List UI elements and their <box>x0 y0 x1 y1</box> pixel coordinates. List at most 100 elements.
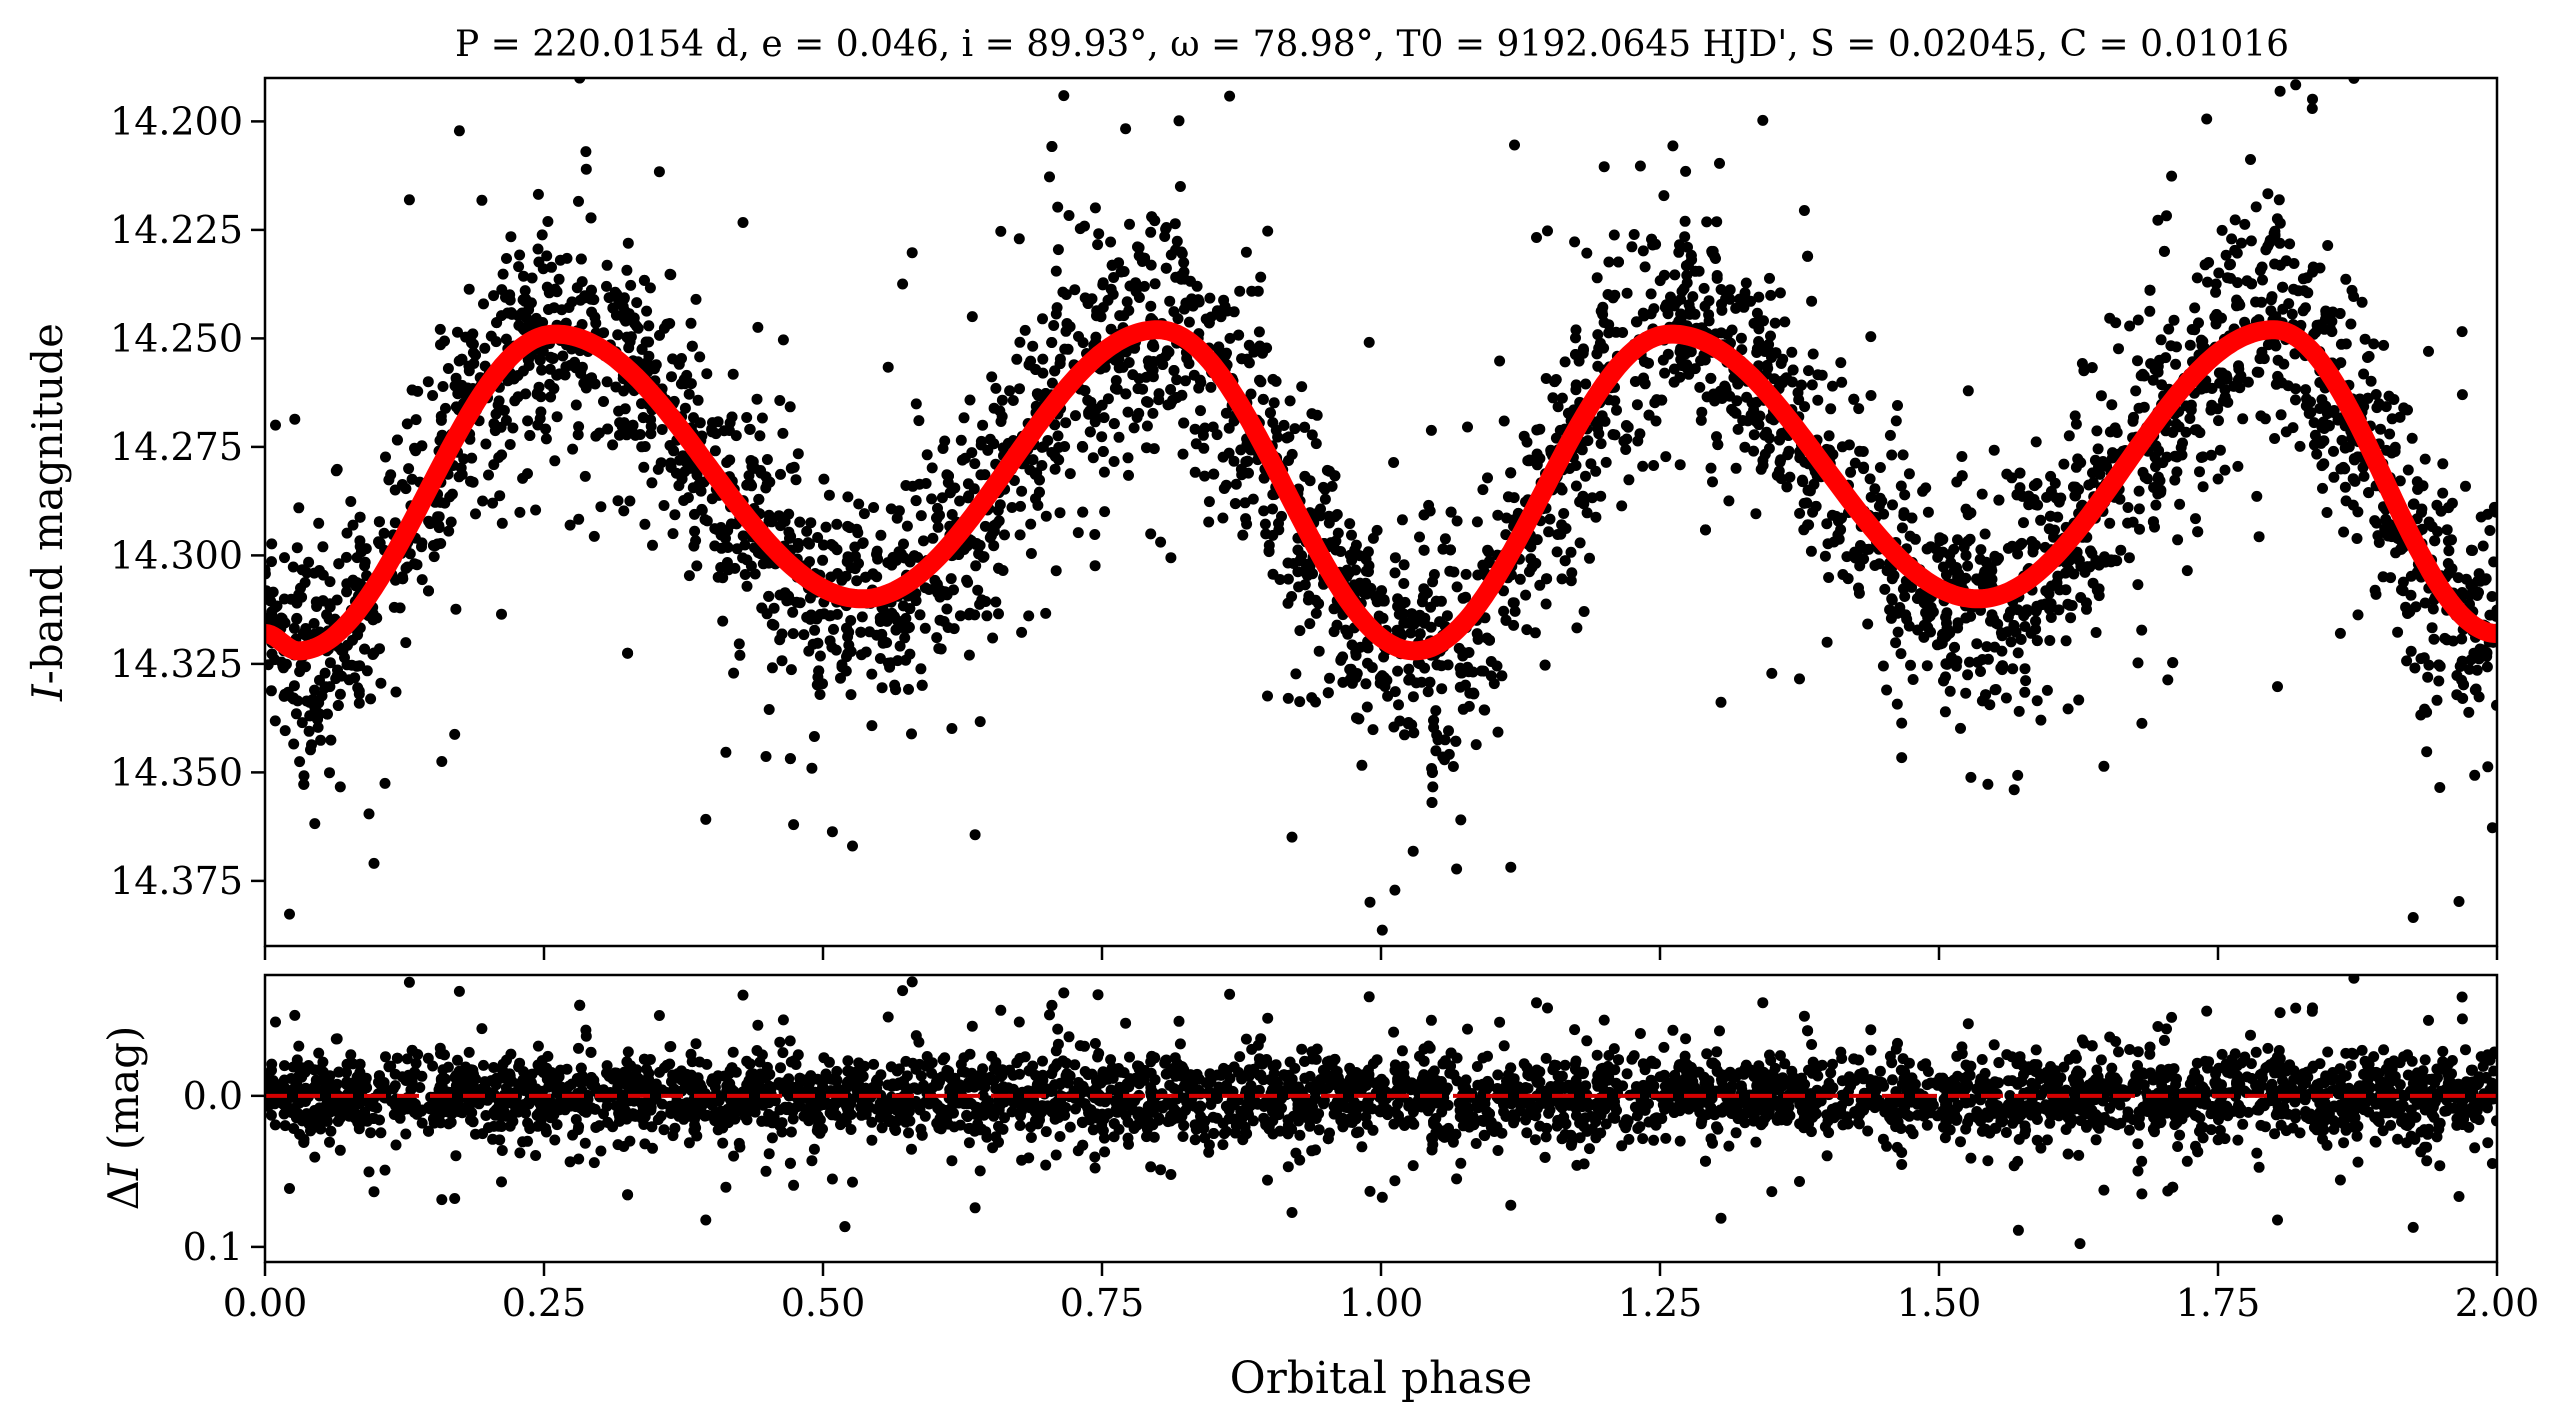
light-curve-point <box>808 731 820 742</box>
light-curve-point <box>2326 326 2338 338</box>
light-curve-point <box>1703 295 1715 307</box>
light-curve-point <box>1949 641 1960 653</box>
light-curve-point <box>1027 340 1039 352</box>
light-curve-point <box>1812 394 1824 406</box>
light-curve-point <box>866 720 878 732</box>
light-curve-point <box>2170 358 2182 370</box>
light-curve-point <box>1782 449 1794 461</box>
residual-point <box>760 1165 772 1177</box>
light-curve-point <box>1393 699 1404 711</box>
light-curve-point <box>1077 337 1089 349</box>
light-curve-point <box>1971 573 1982 585</box>
light-curve-point <box>1775 358 1787 369</box>
light-curve-point <box>1592 329 1604 341</box>
light-curve-point <box>2035 714 2047 726</box>
light-curve-point <box>541 250 553 262</box>
light-curve-point <box>1816 369 1828 381</box>
light-curve-point <box>641 305 653 317</box>
light-curve-point <box>1582 435 1594 447</box>
light-curve-point <box>501 253 512 264</box>
light-curve-point <box>1981 641 1993 653</box>
light-curve-point <box>444 491 456 503</box>
light-curve-point <box>607 439 619 451</box>
light-curve-point <box>2253 531 2265 543</box>
light-curve-point <box>699 514 711 526</box>
light-curve-point <box>613 405 625 417</box>
light-curve-point <box>1177 448 1189 460</box>
light-curve-point <box>2290 383 2302 395</box>
light-curve-point <box>1806 295 1818 307</box>
light-curve-point <box>1149 215 1161 227</box>
light-curve-point <box>876 628 888 640</box>
light-curve-point <box>2307 261 2319 273</box>
light-curve-point <box>1171 374 1183 386</box>
light-curve-point <box>534 354 546 366</box>
light-curve-point <box>1204 292 1216 304</box>
light-curve-point <box>2019 686 2031 698</box>
light-curve-point <box>774 395 786 406</box>
light-curve-point <box>1090 403 1102 415</box>
light-curve-point <box>946 723 958 734</box>
light-curve-point <box>864 626 876 638</box>
light-curve-point <box>1302 594 1314 606</box>
light-curve-point <box>2284 238 2296 250</box>
light-curve-point <box>2273 194 2285 206</box>
light-curve-point <box>601 376 613 388</box>
light-curve-point <box>1063 210 1075 221</box>
light-curve-point <box>1437 543 1449 555</box>
light-curve-point <box>1556 519 1568 531</box>
light-curve-point <box>1757 114 1769 126</box>
light-curve-point <box>853 558 864 569</box>
residual-point <box>1286 1207 1298 1218</box>
light-curve-point <box>751 393 763 405</box>
light-curve-point <box>1598 317 1610 328</box>
light-curve-point <box>304 710 316 722</box>
light-curve-point <box>2132 657 2144 669</box>
light-curve-point <box>514 249 526 261</box>
light-curve-point <box>761 478 773 490</box>
light-curve-point <box>805 609 817 621</box>
light-curve-point <box>2335 338 2347 350</box>
light-curve-point <box>1189 466 1201 478</box>
light-curve-point <box>653 166 665 178</box>
light-curve-point <box>2229 214 2241 226</box>
light-curve-point <box>458 453 470 465</box>
light-curve-point <box>709 445 721 457</box>
light-curve-point <box>2086 362 2098 374</box>
light-curve-point <box>1046 337 1058 348</box>
light-curve-point <box>432 511 444 523</box>
light-curve-point <box>2090 627 2102 638</box>
light-curve-point <box>1765 330 1776 342</box>
light-curve-point <box>1925 541 1937 553</box>
light-curve-point <box>855 626 867 638</box>
light-curve-point <box>1534 579 1546 591</box>
light-curve-point <box>2089 454 2101 466</box>
light-curve-point <box>1228 415 1240 427</box>
light-curve-point <box>2428 633 2440 645</box>
light-curve-point <box>2407 912 2419 923</box>
light-curve-point <box>941 603 953 615</box>
light-curve-point <box>1715 696 1727 708</box>
light-curve-point <box>2006 540 2018 552</box>
light-curve-point <box>1827 380 1838 392</box>
light-curve-point <box>988 438 1000 450</box>
light-curve-point <box>985 530 997 542</box>
residual-point <box>1014 1120 1026 1131</box>
light-curve-point <box>1964 656 1975 668</box>
residual-point <box>2421 1155 2433 1167</box>
light-curve-point <box>1046 141 1058 152</box>
light-curve-point <box>400 562 412 574</box>
light-curve-point <box>1229 498 1241 510</box>
light-curve-point <box>1240 513 1252 525</box>
light-curve-point <box>1299 579 1311 591</box>
light-curve-point <box>934 614 946 626</box>
light-curve-point <box>1105 236 1117 248</box>
light-curve-point <box>1580 378 1592 390</box>
light-curve-point <box>760 751 772 762</box>
light-curve-point <box>1180 375 1191 387</box>
light-curve-point <box>926 493 938 505</box>
light-curve-point <box>1676 360 1688 371</box>
light-curve-point <box>1036 460 1048 471</box>
light-curve-point <box>806 762 818 774</box>
light-curve-point <box>2407 498 2419 510</box>
